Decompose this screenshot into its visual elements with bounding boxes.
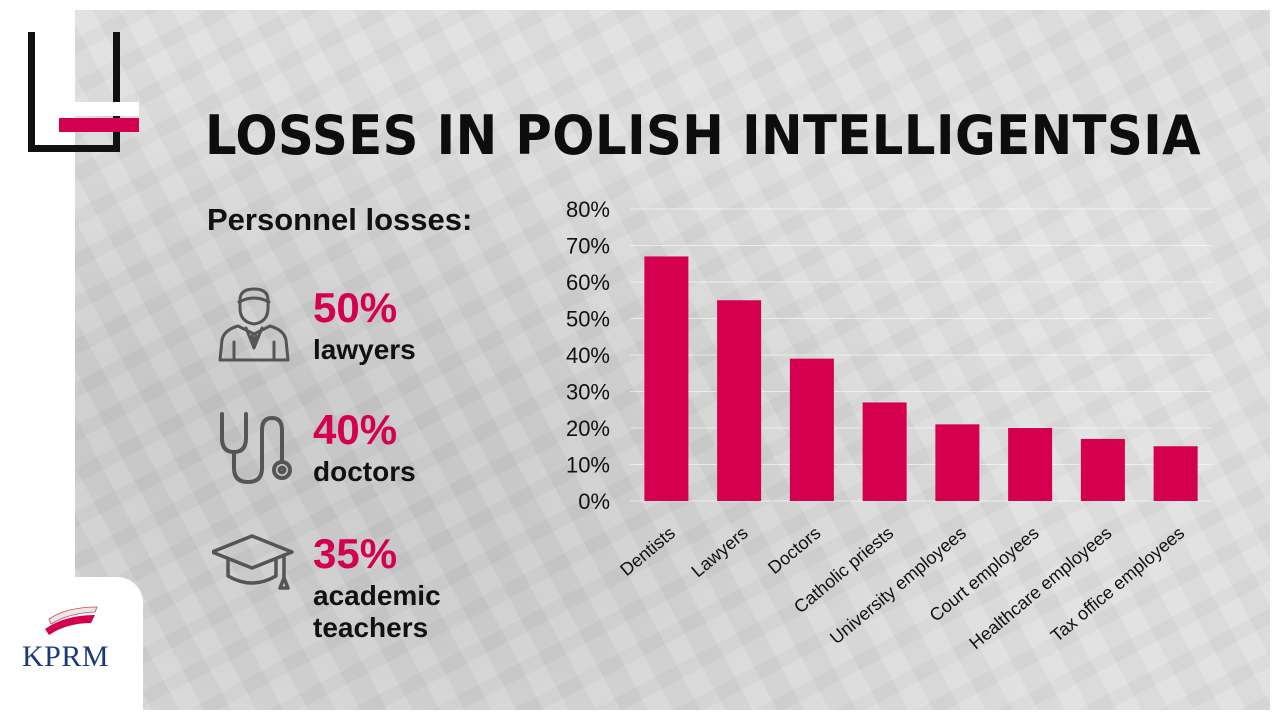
page-title: LOSSES IN POLISH INTELLIGENTSIA — [205, 104, 1202, 167]
y-tick-label: 50% — [566, 307, 610, 332]
y-tick-label: 80% — [566, 197, 610, 222]
section-subtitle: Personnel losses: — [207, 202, 473, 237]
bar — [1008, 428, 1053, 501]
flag-icon — [45, 606, 98, 635]
x-category-label: University employees — [826, 523, 970, 648]
bar — [717, 300, 762, 501]
y-tick-label: 40% — [566, 343, 610, 368]
x-category-label: Lawyers — [687, 523, 751, 581]
lawyer-icon — [212, 286, 296, 370]
bar — [1080, 438, 1125, 501]
stat-value: 50% — [313, 284, 398, 331]
x-category-label: Dentists — [616, 523, 679, 580]
bar — [1153, 446, 1198, 501]
stethoscope-icon — [212, 408, 296, 492]
stat-label: lawyers — [313, 334, 416, 365]
kprm-logo — [11, 577, 143, 710]
y-tick-label: 20% — [566, 416, 610, 441]
graduation-cap-icon — [210, 532, 296, 616]
bar — [789, 358, 834, 501]
y-tick-label: 70% — [566, 234, 610, 259]
y-tick-label: 0% — [578, 489, 610, 514]
y-tick-label: 30% — [566, 380, 610, 405]
bar — [862, 402, 907, 501]
stat-value: 35% — [313, 530, 398, 577]
bar — [935, 424, 980, 501]
x-category-label: Tax office employees — [1047, 523, 1188, 646]
brand-mark-icon — [28, 32, 139, 160]
y-tick-label: 60% — [566, 270, 610, 295]
y-tick-label: 10% — [566, 453, 610, 478]
stat-label: academic teachers — [313, 580, 441, 643]
stat-label: doctors — [313, 456, 416, 487]
kprm-logo-text: KPRM — [22, 640, 110, 673]
stat-value: 40% — [313, 406, 398, 453]
bar — [644, 256, 689, 501]
x-category-label: Healthcare employees — [965, 523, 1115, 653]
x-category-label: Doctors — [764, 523, 824, 578]
